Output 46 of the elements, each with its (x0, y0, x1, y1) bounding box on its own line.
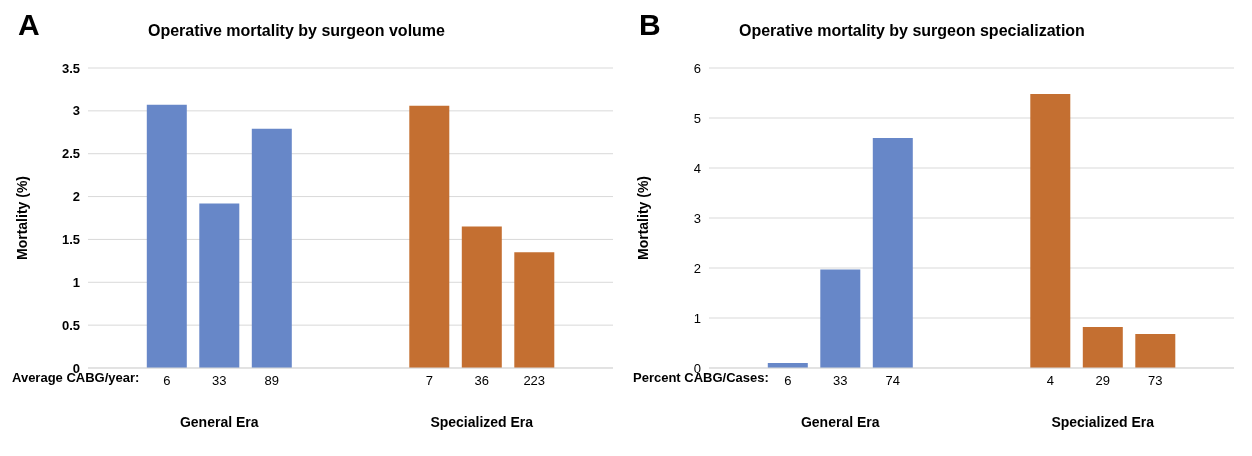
x-tick-label: 36 (474, 373, 489, 389)
x-tick-label: 223 (523, 373, 546, 389)
y-tick-label: 3 (693, 210, 701, 226)
y-tick-label: 1 (693, 310, 701, 326)
y-tick-label: 4 (693, 160, 701, 176)
x-tick-label: 4 (1046, 373, 1054, 389)
bar (409, 105, 450, 368)
bar (199, 203, 240, 368)
chart-title: Operative mortality by surgeon specialization (739, 22, 1085, 40)
bar (514, 252, 555, 368)
text: Specialized Era (430, 414, 534, 430)
text: A (18, 8, 40, 42)
y-tick-label: 2 (693, 260, 701, 276)
y-tick-label: 6 (693, 60, 701, 76)
y-tick-label: 3 (72, 103, 80, 119)
text: General Era (179, 414, 259, 430)
bar (251, 128, 292, 368)
x-tick-label: 89 (264, 373, 279, 389)
x-tick-label: 6 (784, 373, 792, 389)
bar (1030, 94, 1071, 368)
text: Specialized Era (1051, 414, 1155, 430)
y-tick-label: 2.5 (61, 146, 80, 162)
text: General Era (800, 414, 880, 430)
y-tick-label: 1.5 (61, 232, 80, 248)
x-tick-label: 6 (163, 373, 171, 389)
y-tick-label: 1 (72, 274, 80, 290)
x-tick-label: 73 (1148, 373, 1163, 389)
text: B (639, 8, 661, 42)
y-axis-title: Mortality (%) (13, 176, 30, 260)
y-tick-label: 2 (72, 189, 80, 205)
chart-title: Operative mortality by surgeon volume (148, 22, 445, 40)
bar (1135, 334, 1176, 368)
bar (1082, 327, 1123, 368)
bar (146, 104, 187, 368)
y-tick-label: 5 (693, 110, 701, 126)
x-tick-label: 29 (1095, 373, 1110, 389)
x-tick-label: 33 (212, 373, 227, 389)
x-tick-label: 74 (885, 373, 900, 389)
x-tick-label: 33 (833, 373, 848, 389)
y-tick-label: 3.5 (61, 60, 80, 76)
x-tick-label: 7 (425, 373, 433, 389)
y-axis-title: Mortality (%) (634, 176, 651, 260)
bar (461, 226, 502, 368)
bar (820, 269, 861, 368)
bar (872, 138, 913, 368)
y-tick-label: 0.5 (61, 317, 80, 333)
